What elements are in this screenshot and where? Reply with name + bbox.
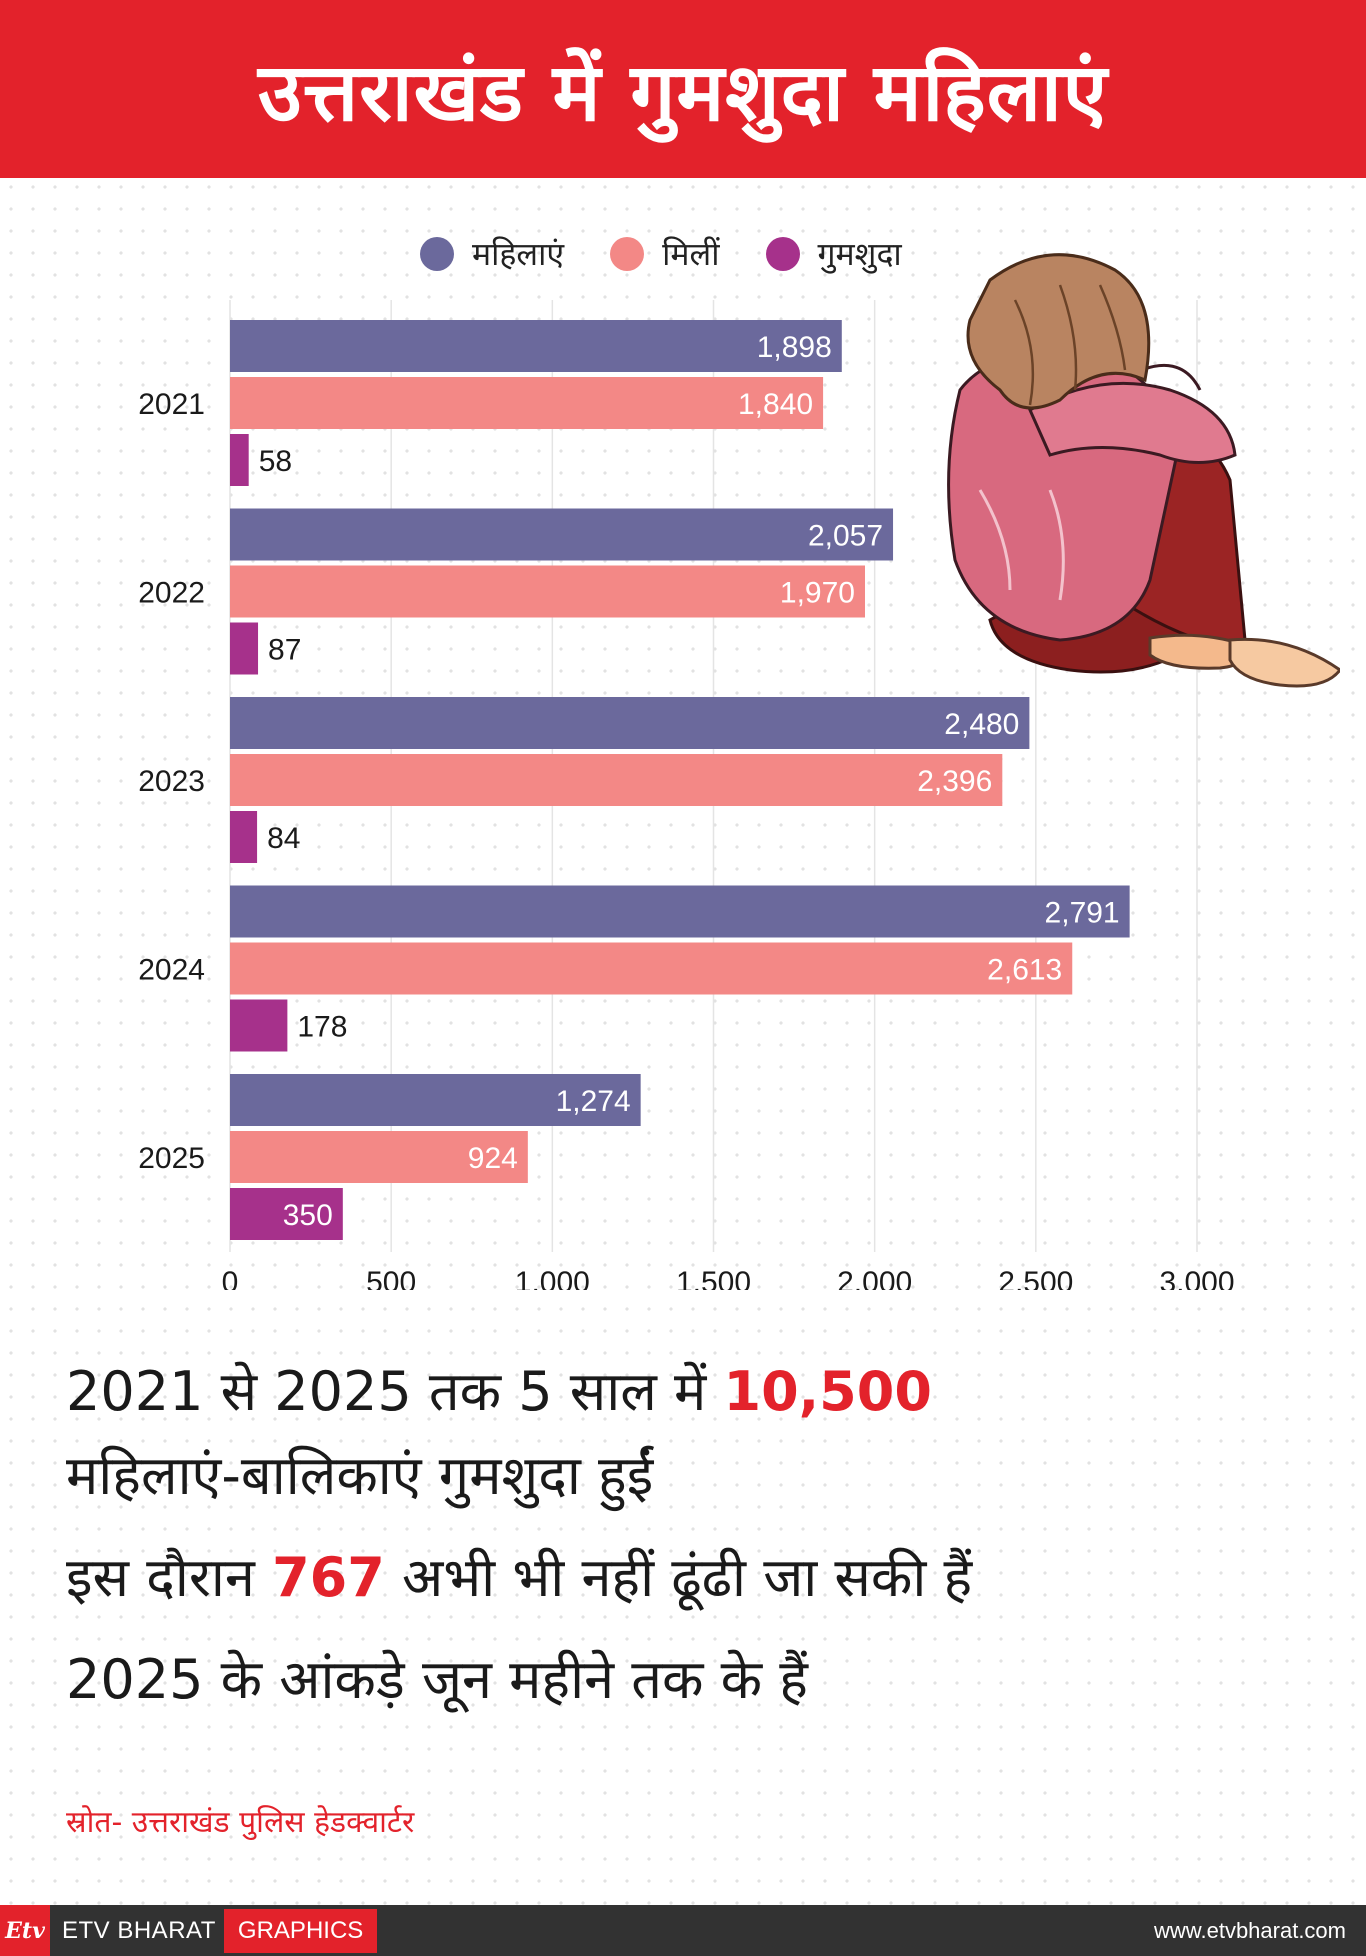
bar-2024-2 (230, 999, 288, 1052)
data-label-2025-0: 1,274 (556, 1085, 631, 1118)
summary-line-3: इस दौरान 767 अभी भी नहीं ढूंढी जा सकी है… (66, 1536, 1306, 1620)
category-label-2021: 2021 (138, 388, 205, 421)
data-label-2023-1: 2,396 (917, 765, 992, 798)
data-label-2021-1: 1,840 (738, 388, 813, 421)
x-tick-label-5: 2,500 (998, 1266, 1073, 1290)
category-label-2025: 2025 (138, 1142, 205, 1175)
sad-girl-illustration (947, 253, 1340, 688)
summary-line-2: महिलाएं-बालिकाएं गुमशुदा हुईं (66, 1444, 654, 1507)
summary-line-3-post: अभी भी नहीं ढूंढी जा सकी हैं (384, 1546, 973, 1609)
legend-swatch-women (420, 236, 454, 271)
x-tick-label-6: 3,000 (1159, 1266, 1234, 1290)
source-note: स्रोत- उत्तराखंड पुलिस हेडक्वार्टर (66, 1805, 415, 1840)
title-banner: उत्तराखंड में गुमशुदा महिलाएं (0, 0, 1366, 178)
data-label-2023-2: 84 (267, 822, 300, 855)
legend-swatch-found (610, 236, 645, 271)
data-label-2024-1: 2,613 (987, 954, 1062, 987)
bar-2024-0 (230, 885, 1130, 938)
summary-line-1-text: 2021 से 2025 तक 5 साल में (66, 1360, 724, 1423)
still-missing-number: 767 (272, 1546, 385, 1609)
summary-line-1: 2021 से 2025 तक 5 साल में 10,500 (66, 1350, 1306, 1434)
summary-line-3-pre: इस दौरान (66, 1546, 273, 1609)
footer-bar: Etv ETV BHARAT GRAPHICS www.etvbharat.co… (0, 1905, 1366, 1956)
bar-chart: 1,898 1,840 58 2021 2,057 1,970 87 2022 2,480 2,3… (138, 300, 1235, 1290)
data-label-2023-0: 2,480 (944, 708, 1019, 741)
bar-2025-0 (230, 1074, 641, 1126)
page-title: उत्तराखंड में गुमशुदा महिलाएं (258, 45, 1108, 139)
bar-2022-2 (230, 622, 259, 675)
bar-2023-2 (230, 811, 258, 863)
x-tick-label-2: 1,000 (515, 1266, 590, 1290)
etv-logo: Etv (0, 1905, 50, 1956)
chart-legend: महिलाएं मिलीं गुमशुदा (420, 232, 902, 275)
category-label-2024: 2024 (138, 954, 205, 987)
data-label-2022-2: 87 (268, 634, 301, 667)
bar-2021-1 (230, 377, 824, 429)
legend-label-found: मिलीं (662, 235, 720, 273)
legend-label-women: महिलाएं (472, 235, 565, 273)
summary-line-4: 2025 के आंकड़े जून महीने तक के हैं (66, 1648, 808, 1711)
data-label-2025-2: 350 (283, 1199, 333, 1232)
bar-2025-1 (230, 1131, 528, 1183)
legend-label-missing: गुमशुदा (817, 235, 902, 273)
bar-2024-1 (230, 942, 1073, 995)
data-label-2022-0: 2,057 (808, 520, 883, 553)
data-label-2024-0: 2,791 (1045, 897, 1120, 930)
bar-2021-0 (230, 320, 842, 372)
bar-2021-2 (230, 434, 249, 486)
x-tick-label-3: 1,500 (676, 1266, 751, 1290)
legend-item-found: मिलीं (610, 232, 720, 275)
data-label-2024-2: 178 (297, 1011, 347, 1044)
website-link[interactable]: www.etvbharat.com (1154, 1917, 1346, 1943)
bar-2023-1 (230, 754, 1003, 806)
graphics-tag: GRAPHICS (223, 1908, 378, 1953)
category-label-2022: 2022 (138, 577, 205, 610)
bar-2023-0 (230, 697, 1030, 749)
legend-swatch-missing (765, 236, 800, 271)
legend-item-missing: गुमशुदा (765, 232, 902, 275)
data-label-2021-2: 58 (259, 445, 292, 478)
brand-name: ETV BHARAT (62, 1916, 216, 1944)
data-label-2021-0: 1,898 (757, 331, 832, 364)
data-label-2025-1: 924 (468, 1142, 518, 1175)
legend-item-women: महिलाएं (420, 232, 564, 275)
bar-2022-1 (230, 565, 865, 618)
bar-2022-0 (230, 508, 894, 561)
x-tick-label-4: 2,000 (837, 1266, 912, 1290)
total-missing-number: 10,500 (723, 1360, 932, 1423)
summary-text: 2021 से 2025 तक 5 साल में 10,500 महिलाएं… (66, 1350, 1306, 1722)
category-label-2023: 2023 (138, 765, 205, 798)
x-tick-label-1: 500 (366, 1266, 416, 1290)
x-tick-label-0: 0 (222, 1266, 239, 1290)
bar-2025-2 (230, 1188, 343, 1240)
data-label-2022-1: 1,970 (780, 577, 855, 610)
